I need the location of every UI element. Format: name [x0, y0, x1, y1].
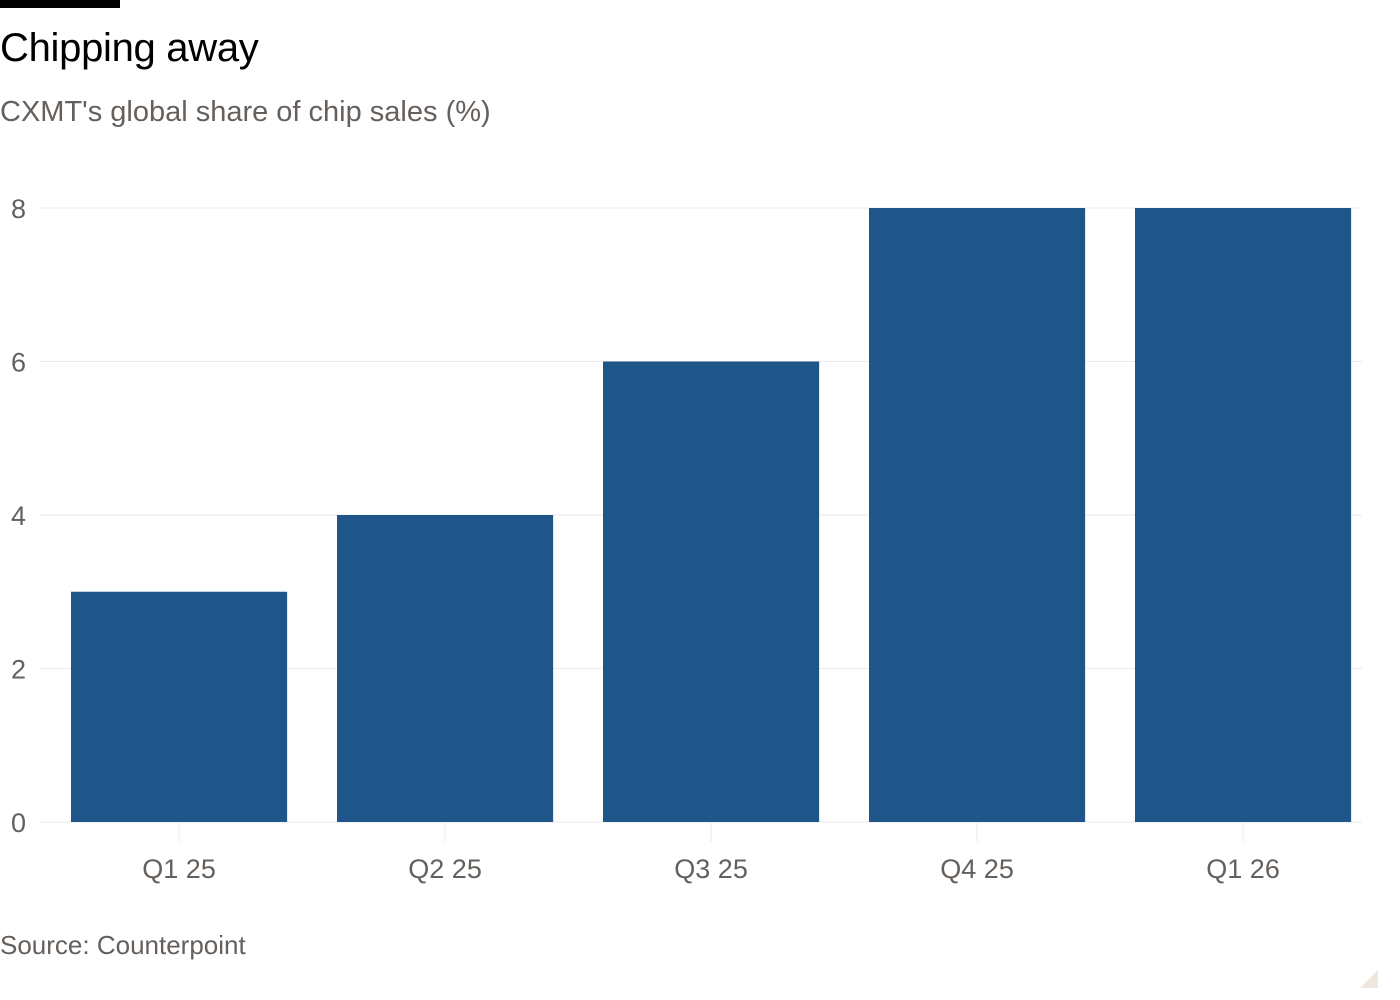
- bar-q1-25: [71, 591, 288, 822]
- chart-subtitle: CXMT's global share of chip sales (%): [0, 96, 491, 128]
- x-tick-label: Q2 25: [408, 854, 482, 884]
- x-tick-label: Q1 26: [1206, 854, 1280, 884]
- y-tick-label: 0: [11, 808, 26, 838]
- x-tick-label: Q3 25: [674, 854, 748, 884]
- chart-title: Chipping away: [0, 26, 259, 70]
- corner-resize-mark: [1360, 970, 1378, 988]
- bar-q3-25: [603, 361, 820, 822]
- top-accent-rule: [0, 0, 120, 8]
- bar-q2-25: [337, 515, 554, 822]
- x-tick-label: Q1 25: [142, 854, 216, 884]
- y-tick-label: 4: [11, 501, 26, 531]
- source-note: Source: Counterpoint: [0, 930, 246, 960]
- y-tick-label: 8: [11, 194, 26, 224]
- y-tick-label: 6: [11, 348, 26, 378]
- bar-q1-26: [1135, 208, 1352, 822]
- x-tick-label: Q4 25: [940, 854, 1014, 884]
- bar-chart: 0 2 4 6 8 Q1 25 Q2 25 Q3 25 Q4 25 Q1 26: [11, 194, 1362, 884]
- y-tick-label: 2: [11, 655, 26, 685]
- bar-q4-25: [869, 208, 1086, 822]
